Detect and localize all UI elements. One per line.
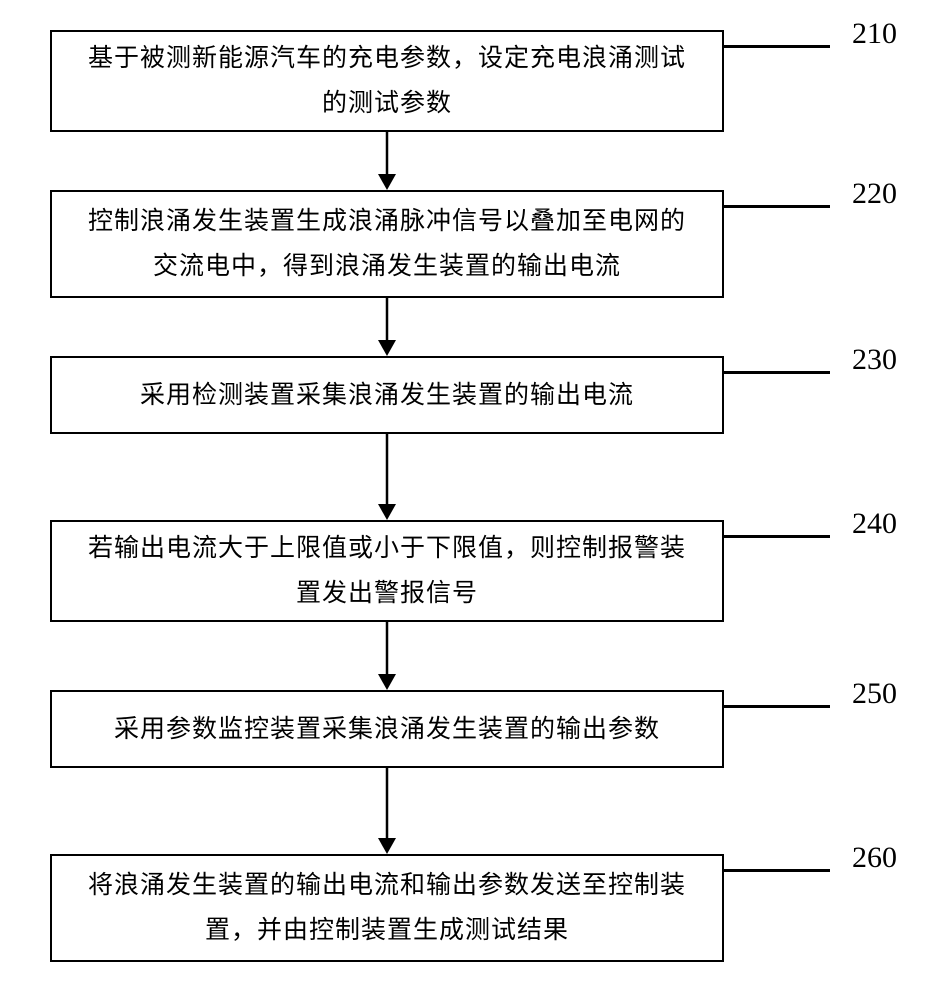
flow-arrow [367, 622, 407, 695]
flow-arrow [367, 298, 407, 361]
flow-node-text: 采用检测装置采集浪涌发生装置的输出电流 [140, 373, 634, 418]
node-label-number: 250 [852, 677, 897, 711]
flow-node-n6: 将浪涌发生装置的输出电流和输出参数发送至控制装置，并由控制装置生成测试结果 [50, 854, 724, 962]
leader-line [724, 371, 830, 374]
node-label-number: 240 [852, 507, 897, 541]
flow-node-text: 控制浪涌发生装置生成浪涌脉冲信号以叠加至电网的交流电中，得到浪涌发生装置的输出电… [80, 199, 694, 289]
node-label-number: 210 [852, 17, 897, 51]
flow-node-text: 将浪涌发生装置的输出电流和输出参数发送至控制装置，并由控制装置生成测试结果 [80, 863, 694, 953]
leader-line [724, 45, 830, 48]
flow-node-n5: 采用参数监控装置采集浪涌发生装置的输出参数 [50, 690, 724, 768]
flow-node-n1: 基于被测新能源汽车的充电参数，设定充电浪涌测试的测试参数 [50, 30, 724, 132]
flow-node-text: 若输出电流大于上限值或小于下限值，则控制报警装置发出警报信号 [80, 526, 694, 616]
node-label-number: 260 [852, 841, 897, 875]
node-label-number: 230 [852, 343, 897, 377]
leader-line [724, 205, 830, 208]
flow-node-text: 采用参数监控装置采集浪涌发生装置的输出参数 [114, 707, 660, 752]
node-label-number: 220 [852, 177, 897, 211]
flow-node-n2: 控制浪涌发生装置生成浪涌脉冲信号以叠加至电网的交流电中，得到浪涌发生装置的输出电… [50, 190, 724, 298]
flow-arrow [367, 768, 407, 859]
flow-node-text: 基于被测新能源汽车的充电参数，设定充电浪涌测试的测试参数 [80, 36, 694, 126]
leader-line [724, 705, 830, 708]
flow-node-n4: 若输出电流大于上限值或小于下限值，则控制报警装置发出警报信号 [50, 520, 724, 622]
flow-node-n3: 采用检测装置采集浪涌发生装置的输出电流 [50, 356, 724, 434]
leader-line [724, 535, 830, 538]
flow-arrow [367, 434, 407, 525]
leader-line [724, 869, 830, 872]
flow-arrow [367, 132, 407, 195]
